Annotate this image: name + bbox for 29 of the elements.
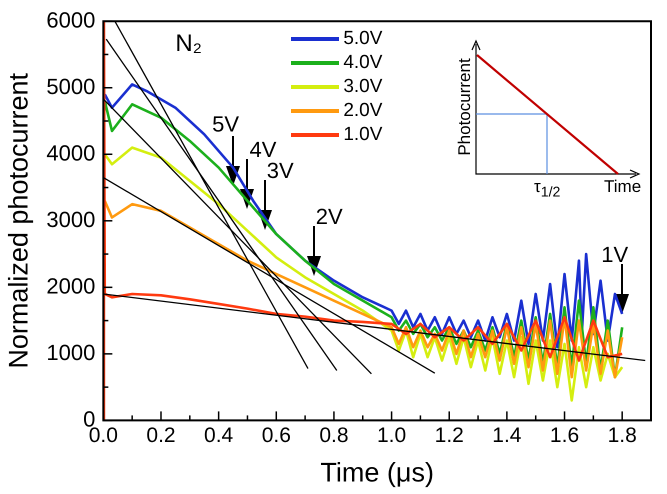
y-axis-title: Normalized photocurrent — [4, 72, 34, 369]
y-tick-label: 3000 — [46, 206, 96, 232]
x-axis-title: Time (μs) — [320, 457, 434, 488]
x-tick-label: 1.4 — [492, 424, 522, 447]
x-tick-label: 0.6 — [262, 424, 291, 447]
x-tick-label: 0.4 — [204, 424, 234, 447]
legend-label: 3.0V — [343, 75, 382, 100]
x-tick-label: 1.2 — [434, 424, 464, 447]
y-tick-label: 4000 — [46, 140, 96, 166]
annotation: 5V — [212, 112, 240, 137]
annotation: 1V — [601, 242, 628, 267]
x-tick-label: 1.0 — [376, 424, 406, 447]
y-tick-label: 1000 — [46, 340, 96, 365]
y-tick-label: 6000 — [46, 7, 96, 32]
annotation: N₂ — [175, 30, 202, 58]
y-tick-label: 2000 — [46, 273, 96, 298]
x-tick-label: 1.6 — [550, 424, 580, 447]
legend-label: 2.0V — [343, 99, 382, 124]
legend-label: 5.0V — [343, 27, 382, 52]
x-tick-label: 0.8 — [319, 424, 349, 447]
x-tick-label: 0.2 — [146, 424, 176, 447]
annotation: Time — [604, 177, 642, 198]
legend-label: 1.0V — [343, 123, 382, 148]
legend-label: 4.0V — [343, 51, 382, 76]
annotation: Photocurrent — [455, 57, 475, 158]
annotation: 2V — [316, 204, 343, 230]
y-tick-label: 5000 — [46, 74, 96, 99]
annotation: τ$_{1/2}$ — [534, 177, 560, 201]
x-tick-label: 1.8 — [608, 424, 637, 447]
